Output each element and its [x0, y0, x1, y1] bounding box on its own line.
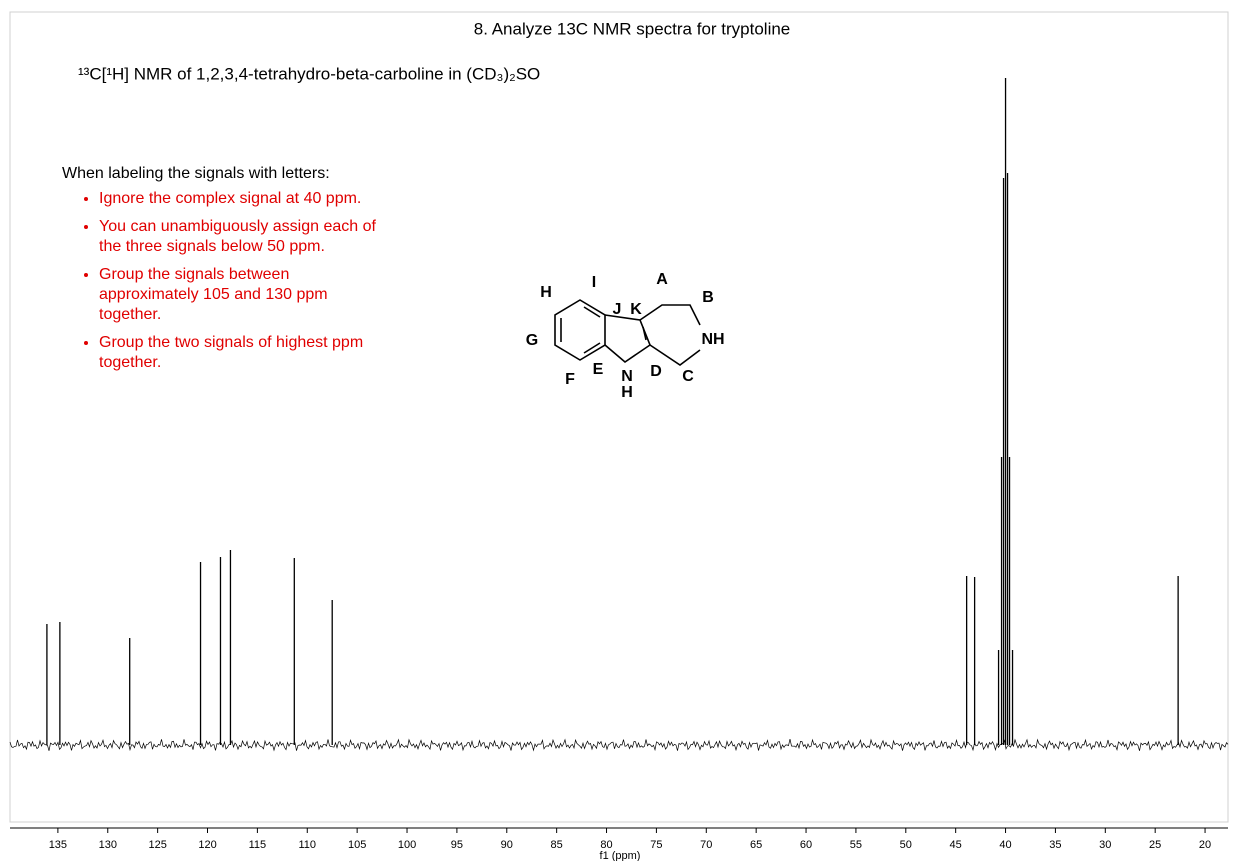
atom-label: G: [526, 332, 538, 349]
note-item: Group the two signals of highest ppm tog…: [99, 333, 389, 373]
atom-label: H: [540, 284, 552, 301]
note-item: You can unambiguously assign each of the…: [99, 217, 389, 257]
x-tick-label: 100: [398, 839, 416, 851]
notes: When labeling the signals with letters: …: [62, 165, 389, 381]
atom-label: NH: [701, 331, 724, 348]
x-tick-label: 115: [249, 839, 267, 851]
x-tick-label: 45: [950, 839, 962, 851]
note-item: Ignore the complex signal at 40 ppm.: [99, 189, 389, 209]
x-tick-label: 75: [650, 839, 662, 851]
x-tick-label: 105: [348, 839, 366, 851]
atom-label: D: [650, 363, 662, 380]
notes-list: Ignore the complex signal at 40 ppm. You…: [62, 189, 389, 373]
x-axis-label: f1 (ppm): [600, 850, 641, 861]
x-tick-label: 25: [1149, 839, 1161, 851]
structure: [554, 299, 701, 366]
x-tick-label: 120: [198, 839, 216, 851]
x-tick-label: 110: [298, 839, 316, 851]
x-tick-label: 90: [501, 839, 513, 851]
x-tick-label: 60: [800, 839, 812, 851]
baseline-noise: [9, 738, 1229, 752]
x-tick-label: 50: [900, 839, 912, 851]
atom-label: I: [592, 274, 596, 291]
x-tick-label: 35: [1049, 839, 1061, 851]
notes-heading: When labeling the signals with letters:: [62, 165, 330, 182]
atom-label: E: [593, 361, 604, 378]
atom-label: K: [630, 301, 642, 318]
x-tick-label: 55: [850, 839, 862, 851]
atom-label: A: [656, 271, 668, 288]
x-tick-label: 125: [148, 839, 166, 851]
atom-label: C: [682, 368, 694, 385]
x-tick-label: 65: [750, 839, 762, 851]
plot-frame: [9, 11, 1229, 823]
atom-label: F: [565, 371, 575, 388]
chart-title: 8. Analyze 13C NMR spectra for tryptolin…: [474, 19, 791, 38]
x-tick-label: 20: [1199, 839, 1211, 851]
atom-label: H: [621, 384, 633, 401]
x-tick-label: 135: [49, 839, 67, 851]
x-tick-label: 70: [700, 839, 712, 851]
atom-label: B: [702, 289, 714, 306]
chart-subtitle: ¹³C[¹H] NMR of 1,2,3,4-tetrahydro-beta-c…: [78, 64, 540, 83]
atom-label: N: [621, 368, 633, 385]
x-tick-label: 80: [600, 839, 612, 851]
x-tick-label: 30: [1099, 839, 1111, 851]
atom-label: J: [613, 301, 622, 318]
note-item: Group the signals between approximately …: [99, 265, 389, 325]
x-tick-label: 40: [999, 839, 1011, 851]
x-tick-label: 85: [551, 839, 563, 851]
x-tick-label: 130: [99, 839, 117, 851]
x-tick-label: 95: [451, 839, 463, 851]
